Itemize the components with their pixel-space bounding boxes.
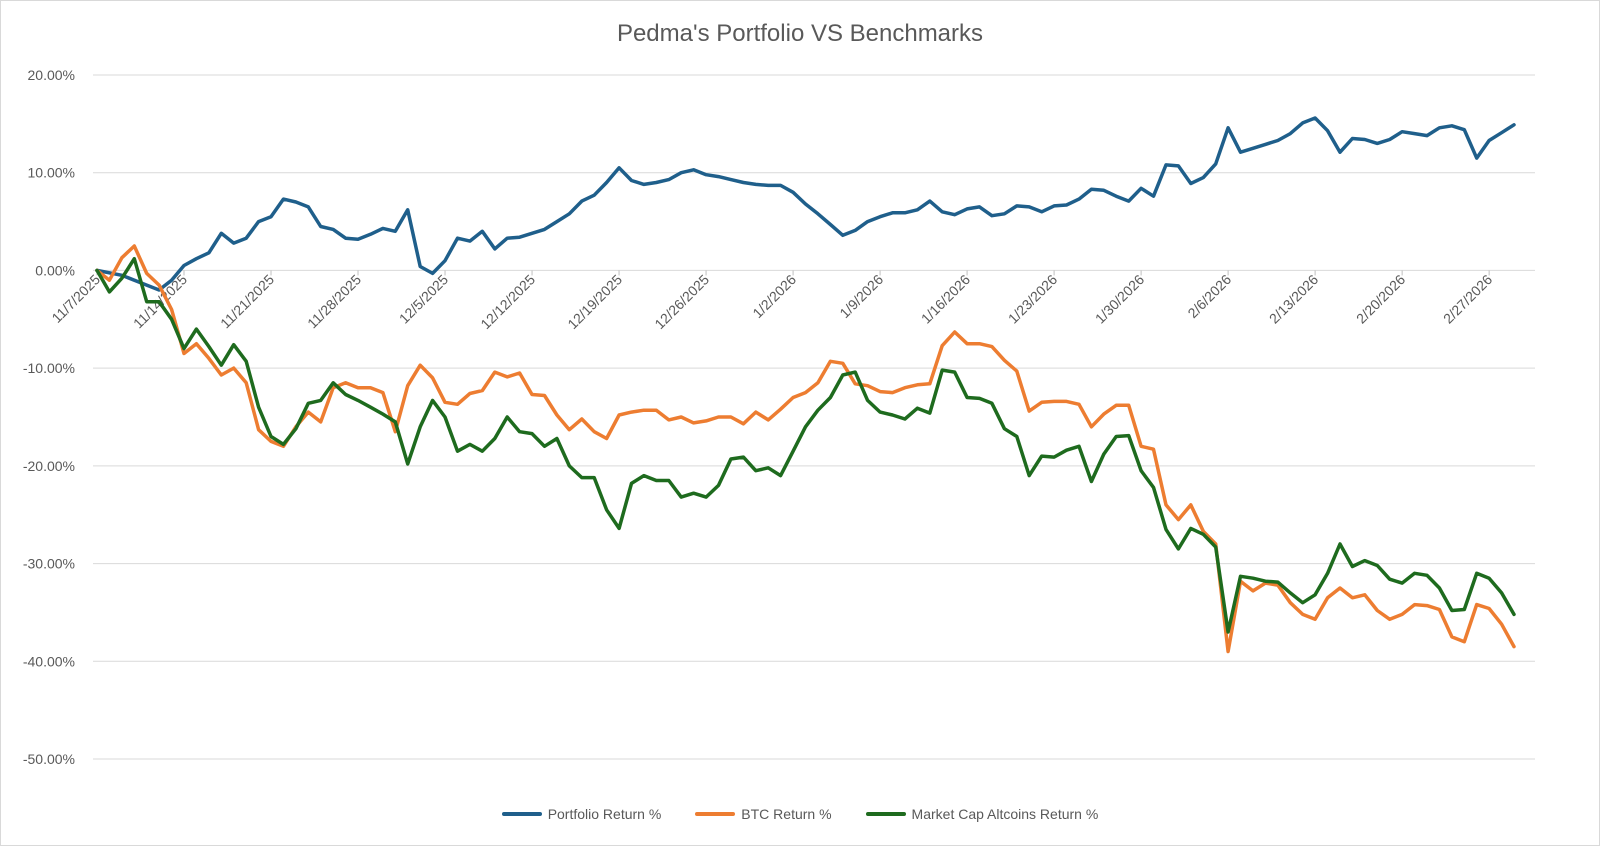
y-tick-label: -20.00% bbox=[23, 458, 75, 474]
legend-swatch-altcoins bbox=[865, 812, 906, 816]
x-tick-label: 1/30/2026 bbox=[1092, 271, 1148, 327]
x-tick-label: 12/12/2025 bbox=[477, 271, 538, 332]
y-tick-label: 20.00% bbox=[28, 67, 75, 83]
chart-title: Pedma's Portfolio VS Benchmarks bbox=[616, 20, 984, 47]
series-line-altcoins bbox=[95, 256, 1516, 634]
x-tick-label: 12/19/2025 bbox=[564, 271, 625, 332]
x-tick-label: 12/5/2025 bbox=[396, 271, 452, 327]
x-tick-label: 1/2/2026 bbox=[749, 271, 799, 321]
y-tick-label: 10.00% bbox=[28, 165, 75, 181]
legend-label-btc: BTC Return % bbox=[741, 806, 832, 822]
x-axis-ticks: 11/7/2025 11/14/2025 11/21/2025 11/28/2025 1… bbox=[48, 270, 1495, 332]
series-line-portfolio bbox=[95, 116, 1516, 292]
x-tick-label: 11/21/2025 bbox=[217, 271, 277, 331]
y-tick-label: -50.00% bbox=[23, 751, 75, 767]
x-tick-label: 11/7/2025 bbox=[48, 271, 103, 326]
x-tick-label: 1/16/2026 bbox=[918, 271, 974, 327]
series-lines bbox=[95, 116, 1516, 654]
legend-item-altcoins: Market Cap Altcoins Return % bbox=[865, 806, 1099, 822]
x-tick-label: 1/23/2026 bbox=[1005, 271, 1061, 327]
x-tick-label: 12/26/2025 bbox=[651, 271, 712, 332]
y-tick-label: -40.00% bbox=[23, 653, 75, 669]
x-tick-label: 11/28/2025 bbox=[304, 271, 364, 331]
x-tick-label: 2/27/2026 bbox=[1440, 271, 1496, 327]
y-tick-label: 0.00% bbox=[35, 262, 75, 278]
legend-swatch-btc bbox=[695, 812, 736, 816]
x-tick-label: 2/6/2026 bbox=[1184, 271, 1234, 321]
y-tick-label: -30.00% bbox=[23, 556, 75, 572]
legend-swatch-portfolio bbox=[501, 812, 542, 816]
series-line-btc bbox=[95, 244, 1516, 654]
legend-item-btc: BTC Return % bbox=[695, 806, 832, 822]
legend-item-portfolio: Portfolio Return % bbox=[501, 806, 662, 822]
x-tick-label: 2/20/2026 bbox=[1353, 271, 1409, 327]
gridlines bbox=[93, 74, 1535, 760]
x-tick-label: 2/13/2026 bbox=[1266, 271, 1322, 327]
x-tick-label: 1/9/2026 bbox=[836, 271, 886, 321]
y-tick-label: -10.00% bbox=[23, 360, 75, 376]
y-axis-ticks: 20.00% 10.00% 0.00% -10.00% -20.00% -30.00% -4… bbox=[23, 67, 75, 767]
legend: Portfolio Return % BTC Return % Market C… bbox=[0, 806, 1600, 822]
legend-label-altcoins: Market Cap Altcoins Return % bbox=[911, 806, 1099, 822]
legend-label-portfolio: Portfolio Return % bbox=[547, 806, 662, 822]
